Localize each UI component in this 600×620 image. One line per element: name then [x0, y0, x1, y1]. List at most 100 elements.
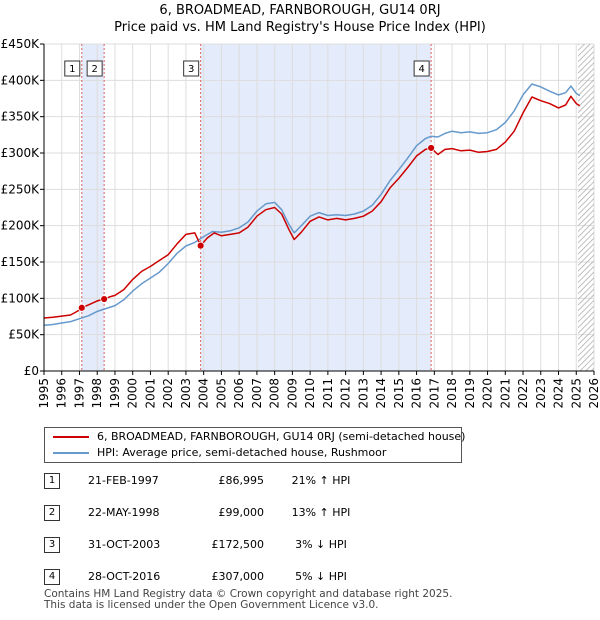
sale-marker-label: 2: [86, 60, 103, 77]
sale-points: [77, 144, 436, 312]
x-tick-label: 2016: [410, 378, 424, 409]
grid-lines: [43, 43, 595, 372]
y-tick-label: £200K: [1, 219, 41, 233]
series-lines: [43, 83, 581, 326]
legend-label-price: 6, BROADMEAD, FARNBOROUGH, GU14 0RJ (sem…: [97, 430, 466, 443]
x-tick-label: 1996: [55, 378, 69, 409]
x-tick-label: 1995: [37, 378, 51, 409]
x-tick-label: 2009: [285, 378, 299, 409]
sale-marker-box: [64, 60, 81, 77]
sale-number-badge: 1: [44, 473, 60, 489]
x-tick-label: 2003: [179, 378, 193, 409]
forecast-hatch: [578, 44, 594, 371]
x-tick-label: 1999: [108, 378, 122, 409]
x-tick-label: 2005: [214, 378, 228, 409]
legend: 6, BROADMEAD, FARNBOROUGH, GU14 0RJ (sem…: [44, 427, 465, 463]
price-chart: 1 2 3 4 £0 £50K £100K £150K £200K £250K £300K £350…: [1, 37, 600, 409]
legend-swatch-hpi: [53, 452, 89, 454]
x-tick-label: 2021: [498, 378, 512, 409]
shaded-span: [81, 44, 105, 371]
x-tick-label: 2023: [534, 378, 548, 409]
y-tick-label: £450K: [1, 37, 41, 51]
x-tick-label: 2001: [143, 378, 157, 409]
x-tick-label: 2014: [374, 378, 388, 409]
sale-marker-box: [183, 60, 200, 77]
title-line-1: 6, BROADMEAD, FARNBOROUGH, GU14 0RJ: [159, 3, 441, 18]
x-tick-label: 2018: [445, 378, 459, 409]
x-tick-label: 2002: [161, 378, 175, 409]
chart-title: 6, BROADMEAD, FARNBOROUGH, GU14 0RJ Pric…: [0, 2, 600, 36]
x-tick-label: 2020: [481, 378, 495, 409]
sale-marker-box: [413, 60, 430, 77]
y-tick-label: £350K: [1, 110, 41, 124]
x-tick-label: 2004: [197, 378, 211, 409]
x-tick-label: 2024: [552, 378, 566, 409]
sale-point: [100, 295, 109, 303]
sale-price: £307,000: [211, 570, 265, 583]
x-tick-label: 1997: [72, 378, 86, 409]
sale-point: [77, 303, 86, 312]
x-tick-label: 2011: [321, 378, 335, 409]
sale-hpi-diff: 13% ↑ HPI: [291, 506, 351, 519]
sale-date: 28-OCT-2016: [88, 570, 161, 583]
sale-marker-number: 4: [418, 64, 424, 75]
sale-marker-label: 4: [413, 60, 430, 77]
sale-point: [427, 144, 436, 152]
sale-marker-number: 2: [91, 64, 97, 75]
forecast-region: [578, 44, 594, 371]
sale-price: £86,995: [218, 474, 265, 487]
sale-price: £99,000: [218, 506, 265, 519]
x-tick-label: 2015: [392, 378, 406, 409]
x-tick-label: 2017: [427, 378, 441, 409]
sale-hpi-diff: 3% ↓ HPI: [295, 538, 347, 551]
x-tick-label: 2006: [232, 378, 246, 409]
y-tick-label: £50K: [8, 328, 40, 342]
y-tick-label: £400K: [1, 73, 41, 87]
shaded-span: [200, 44, 432, 371]
x-tick-label: 2008: [268, 378, 282, 409]
x-tick-label: 2012: [339, 378, 353, 409]
x-tick-label: 2026: [587, 378, 600, 409]
x-tick-label: 2000: [126, 378, 140, 409]
sale-price: £172,500: [211, 538, 265, 551]
footer-line-2: This data is licensed under the Open Gov…: [44, 599, 379, 611]
y-tick-label: £250K: [1, 182, 41, 196]
axes: £0 £50K £100K £150K £200K £250K £300K £350K £400…: [1, 37, 600, 409]
sale-marker-labels: 1 2 3 4: [64, 60, 430, 77]
sale-marker-lines: [81, 44, 432, 371]
sale-marker-number: 1: [69, 64, 75, 75]
x-tick-label: 2010: [303, 378, 317, 409]
price-series-line: [43, 95, 581, 319]
x-tick-label: 2019: [463, 378, 477, 409]
sale-number-badge: 3: [44, 537, 60, 553]
sale-point: [196, 241, 205, 250]
sale-hpi-diff: 5% ↓ HPI: [295, 570, 347, 583]
legend-item-hpi: HPI: Average price, semi-detached house,…: [53, 445, 386, 461]
hpi-series-line: [43, 83, 581, 326]
y-tick-label: £100K: [1, 291, 41, 305]
y-tick-label: £300K: [1, 146, 41, 160]
sale-number-badge: 2: [44, 505, 60, 521]
sale-date: 31-OCT-2003: [88, 538, 161, 551]
y-tick-label: £0: [24, 364, 39, 378]
footer: Contains HM Land Registry data © Crown c…: [44, 589, 452, 611]
y-tick-label: £150K: [1, 255, 41, 269]
x-tick-label: 2022: [516, 378, 530, 409]
footer-line-1: Contains HM Land Registry data © Crown c…: [44, 588, 453, 600]
x-tick-label: 2007: [250, 378, 264, 409]
title-line-2: Price paid vs. HM Land Registry's House …: [114, 20, 486, 35]
x-tick-label: 2025: [569, 378, 583, 409]
x-tick-label: 1998: [90, 378, 104, 409]
sale-marker-label: 3: [183, 60, 200, 77]
sale-marker-box: [86, 60, 103, 77]
sale-marker-number: 3: [188, 64, 194, 75]
sale-number-badge: 4: [44, 569, 60, 585]
legend-swatch-price: [53, 436, 89, 438]
sale-date: 21-FEB-1997: [88, 474, 159, 487]
sale-date: 22-MAY-1998: [88, 506, 160, 519]
sale-marker-label: 1: [64, 60, 81, 77]
sale-hpi-diff: 21% ↑ HPI: [291, 474, 351, 487]
legend-item-price: 6, BROADMEAD, FARNBOROUGH, GU14 0RJ (sem…: [53, 429, 465, 445]
x-tick-label: 2013: [356, 378, 370, 409]
legend-label-hpi: HPI: Average price, semi-detached house,…: [97, 446, 387, 459]
